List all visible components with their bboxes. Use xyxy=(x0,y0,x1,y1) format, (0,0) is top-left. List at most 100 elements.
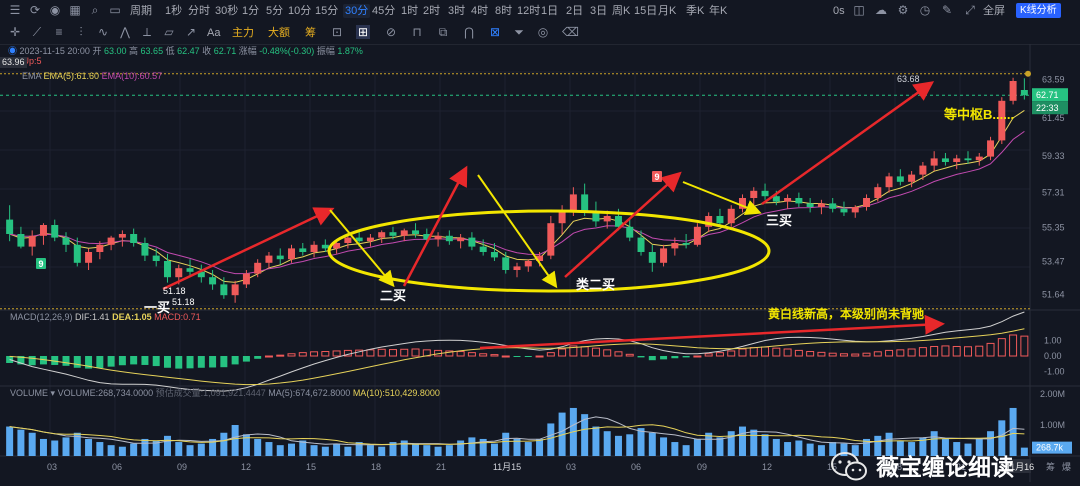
macd-bar xyxy=(152,356,160,367)
period-item-5[interactable]: 5分 xyxy=(266,5,284,17)
period-item-16[interactable]: 1日 xyxy=(541,5,559,17)
magnet-icon[interactable]: ⋂ xyxy=(464,25,474,39)
period-item-19[interactable]: 周K xyxy=(612,5,631,17)
amp-label: 振幅 xyxy=(316,46,335,56)
period-item-13[interactable]: 4时 xyxy=(471,5,489,17)
hide-icon[interactable]: ⊘ xyxy=(385,25,397,39)
macd-bar xyxy=(163,356,171,368)
volume-bar xyxy=(366,445,374,456)
measure-tool-icon[interactable]: ⟂ xyxy=(142,25,151,39)
fullscreen-icon[interactable]: ⤢ xyxy=(965,3,975,17)
compare-icon[interactable]: ⊠ xyxy=(489,25,501,39)
fullscreen-button[interactable]: 全屏 xyxy=(983,5,1005,17)
period-item-12[interactable]: 3时 xyxy=(448,5,466,17)
period-item-18[interactable]: 3日 xyxy=(590,5,608,17)
chart-type-icon[interactable]: ⊡ xyxy=(331,25,343,39)
dif-line xyxy=(9,311,1025,392)
line-tool-icon[interactable]: ⟋ xyxy=(32,25,42,39)
period-item-4[interactable]: 1分 xyxy=(242,5,260,17)
macd-bar xyxy=(660,356,668,360)
camera-icon[interactable]: ◫ xyxy=(853,3,865,17)
ema5-value: EMA(5):61.60 xyxy=(43,71,100,81)
chips-tool[interactable]: 筹 xyxy=(305,27,316,39)
hline-tool-icon[interactable]: ≡ xyxy=(55,25,63,39)
candle xyxy=(648,244,656,272)
period-item-15[interactable]: 12时 xyxy=(517,5,541,17)
period-item-10[interactable]: 1时 xyxy=(401,5,419,17)
macd-bar xyxy=(648,356,656,361)
refresh-icon[interactable]: ⟳ xyxy=(29,3,41,17)
fib-tool-icon[interactable]: ⫶ xyxy=(79,25,83,39)
period-item-20[interactable]: 15日 xyxy=(634,5,658,17)
close-value: 62.71 xyxy=(213,46,237,56)
period-item-23[interactable]: 年K xyxy=(709,5,728,17)
period-item-8[interactable]: 30分 xyxy=(343,4,371,18)
arrow-tool-icon[interactable]: ↗ xyxy=(185,25,197,39)
label-center: 等中枢B...... xyxy=(943,107,1014,122)
shape-tool-icon[interactable]: ▱ xyxy=(164,25,174,39)
price-tick: 61.45 xyxy=(1042,113,1065,123)
volume-bar xyxy=(288,443,296,456)
clock-icon[interactable]: ◷ xyxy=(919,3,931,17)
trash-icon[interactable]: ⌫ xyxy=(562,25,579,39)
copy-icon[interactable]: ⧉ xyxy=(438,25,448,39)
candle-body xyxy=(175,268,183,278)
macd-bar xyxy=(614,351,623,357)
candle-body xyxy=(423,234,431,240)
volume-bar xyxy=(919,437,927,456)
cloud-icon[interactable]: ☁ xyxy=(875,3,887,17)
period-item-17[interactable]: 2日 xyxy=(566,5,584,17)
pattern-tool-icon[interactable]: ⋀ xyxy=(120,25,130,39)
macd-bar xyxy=(918,347,927,357)
time-tick: 06 xyxy=(112,462,122,472)
candle xyxy=(953,154,961,170)
time-tick: 09 xyxy=(697,462,707,472)
period-item-1[interactable]: 1秒 xyxy=(165,5,183,17)
macd-info: MACD(12,26,9) DIF:1.41 DEA:1.05 MACD:0.7… xyxy=(10,312,201,323)
brush-tool-icon[interactable]: ∿ xyxy=(97,25,109,39)
volume-bar xyxy=(930,431,938,456)
filter-icon[interactable]: ⏷ xyxy=(514,25,524,39)
chart-area[interactable]: 63.59 61.45 59.33 57.31 55.35 53.47 51.64 62.71… xyxy=(0,44,1080,482)
center-ellipse xyxy=(327,209,771,293)
pen-icon[interactable]: ✎ xyxy=(941,3,953,17)
volume-bar xyxy=(547,423,555,456)
eye-icon[interactable]: ◎ xyxy=(537,25,549,39)
candle xyxy=(242,270,250,288)
lock-icon[interactable]: ⊓ xyxy=(412,25,422,39)
period-item-21[interactable]: 月K xyxy=(658,5,677,17)
period-item-3[interactable]: 30秒 xyxy=(215,5,239,17)
period-item-11[interactable]: 2时 xyxy=(423,5,441,17)
period-item-22[interactable]: 季K xyxy=(686,5,705,17)
settings-icon[interactable]: ⚙ xyxy=(897,3,909,17)
volume-bar xyxy=(152,440,160,456)
kline-chart[interactable]: 63.59 61.45 59.33 57.31 55.35 53.47 51.64 62.71… xyxy=(0,44,1080,482)
candle-body xyxy=(784,198,792,202)
menu-icon[interactable]: ☰ xyxy=(9,3,21,17)
period-item-6[interactable]: 10分 xyxy=(288,5,312,17)
crosshair-icon[interactable]: ✛ xyxy=(9,25,21,39)
period-item-14[interactable]: 8时 xyxy=(495,5,513,17)
layout-icon[interactable]: ▭ xyxy=(109,3,121,17)
period-item-2[interactable]: 分时 xyxy=(188,5,210,17)
volume-bar xyxy=(705,432,713,456)
candle xyxy=(975,153,983,166)
search-icon[interactable]: ⌕ xyxy=(91,3,99,17)
macd-bar xyxy=(851,353,860,357)
main-force-tool[interactable]: 主力 xyxy=(232,27,254,39)
text-tool[interactable]: Aa xyxy=(207,27,221,39)
indicator-icon[interactable]: ⊞ xyxy=(356,25,370,39)
coin-icon[interactable]: ◉ xyxy=(49,3,61,17)
close-label: 收 xyxy=(202,46,212,56)
large-order-tool[interactable]: 大额 xyxy=(268,27,290,39)
candle-body xyxy=(1009,81,1017,101)
period-item-7[interactable]: 15分 xyxy=(315,5,339,17)
period-item-0[interactable]: 周期 xyxy=(130,5,152,17)
grid-icon[interactable]: ▦ xyxy=(69,3,81,17)
macd-bar xyxy=(986,342,995,357)
period-item-9[interactable]: 45分 xyxy=(372,5,396,17)
vol-ma10: MA(10):510,429.8000 xyxy=(352,388,440,398)
price-tick: 57.31 xyxy=(1042,187,1065,197)
kline-analysis-button[interactable]: K线分析 xyxy=(1016,3,1061,18)
volume-bar xyxy=(1009,407,1017,456)
